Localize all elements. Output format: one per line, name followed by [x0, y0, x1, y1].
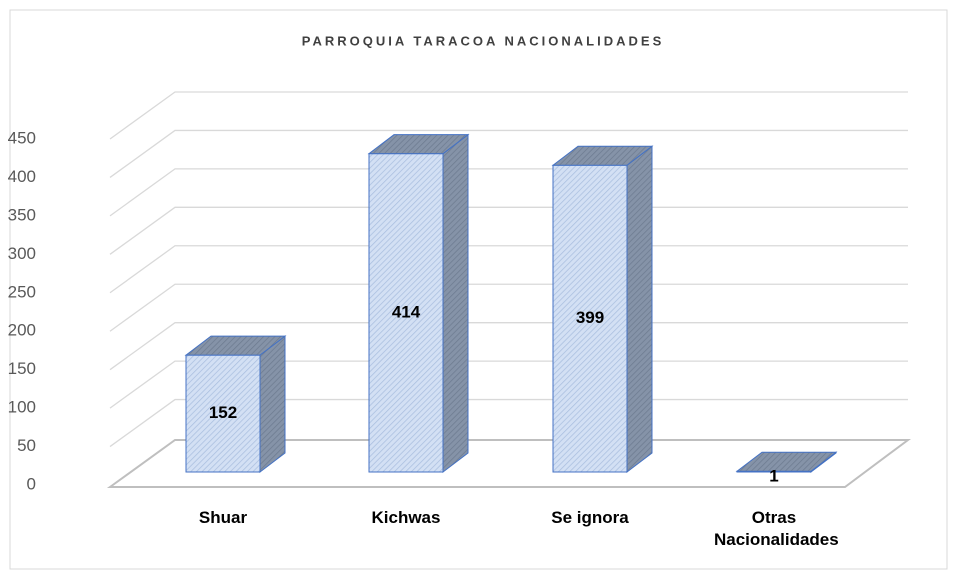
grid-line — [109, 168, 908, 217]
chart-border — [9, 9, 948, 570]
grid-line — [109, 91, 908, 140]
y-tick-label: 150 — [8, 359, 36, 378]
x-tick-label: Kichwas — [371, 508, 441, 527]
y-tick-label: 350 — [8, 205, 36, 224]
grid-line — [109, 129, 908, 178]
bar-top — [551, 145, 654, 166]
bar — [368, 153, 444, 473]
bar — [552, 164, 628, 473]
x-tick-label: Otras Nacionalidades — [714, 508, 839, 549]
y-tick-label: 300 — [8, 244, 36, 263]
data-label: 152 — [209, 403, 237, 422]
bar-side — [259, 335, 286, 474]
y-tick-label: 0 — [27, 474, 36, 493]
grid-line — [109, 398, 908, 448]
bar-top — [367, 134, 470, 155]
bar-side — [626, 145, 653, 474]
chart-title: PARROQUIA TARACOA NACIONALIDADES — [302, 33, 665, 48]
y-tick-label: 400 — [8, 167, 36, 186]
data-label: 414 — [392, 302, 421, 321]
data-label: 399 — [576, 308, 604, 327]
y-tick-label: 200 — [8, 321, 36, 340]
y-tick-label: 450 — [8, 128, 36, 147]
floor — [106, 439, 912, 488]
grid-line — [109, 245, 908, 294]
bar-top — [735, 451, 838, 472]
y-tick-label: 100 — [8, 398, 36, 417]
grid-line — [109, 360, 908, 409]
y-tick-label: 250 — [8, 282, 36, 301]
grid-line — [109, 206, 908, 255]
x-tick-label: Shuar — [198, 508, 248, 527]
grid-line — [109, 322, 908, 371]
grid-line — [109, 283, 908, 332]
bar-side — [442, 133, 469, 474]
x-tick-label: Se ignora — [551, 508, 629, 527]
data-label: 1 — [769, 466, 778, 485]
y-tick-label: 50 — [17, 436, 36, 455]
bar-top — [184, 335, 287, 356]
